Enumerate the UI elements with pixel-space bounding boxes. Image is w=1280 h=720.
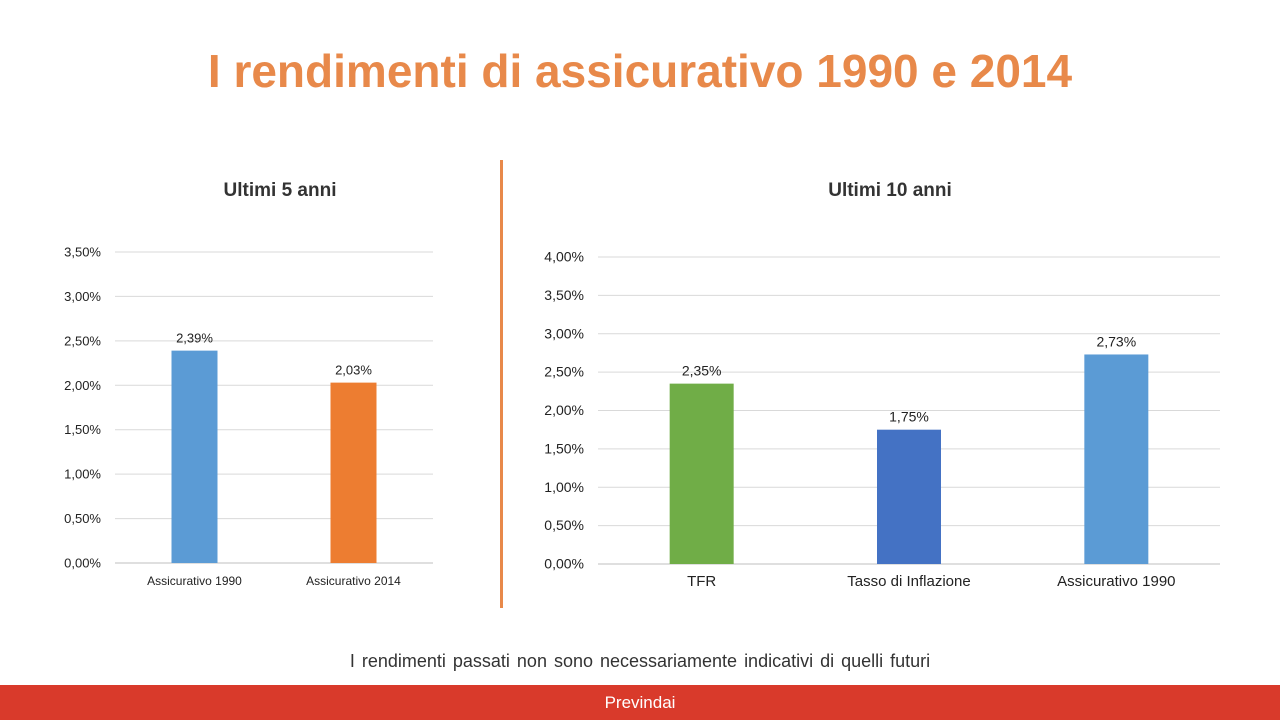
chart-5yr-ytick-label: 0,00% <box>64 556 101 571</box>
chart-10yr-ytick-label: 1,50% <box>544 440 584 456</box>
chart-5yr-ytick-label: 1,50% <box>64 422 101 437</box>
chart-5yr-ytick-label: 3,00% <box>64 289 101 304</box>
chart-10yr-bar <box>1084 354 1149 564</box>
chart-10yr-category-label: Tasso di Inflazione <box>847 573 970 590</box>
chart-10yr-bar <box>669 383 734 564</box>
chart-5yr-ytick-label: 2,00% <box>64 378 101 393</box>
chart-10yr-data-label: 1,75% <box>889 409 929 425</box>
chart-10yr-ytick-label: 0,50% <box>544 517 584 533</box>
chart-divider <box>500 160 503 608</box>
chart-5yr-ytick-label: 0,50% <box>64 511 101 526</box>
chart-10yr-ytick-label: 2,00% <box>544 402 584 418</box>
footer-bar: Previndai <box>0 685 1280 720</box>
chart-10yr-ytick-label: 1,00% <box>544 479 584 495</box>
chart-10yr-category-label: TFR <box>687 573 716 590</box>
chart-5yr-category-label: Assicurativo 2014 <box>306 574 401 588</box>
chart-5yr-bar <box>171 350 218 563</box>
chart-5yr-ytick-label: 1,00% <box>64 467 101 482</box>
chart-5yr-ytick-label: 2,50% <box>64 333 101 348</box>
chart-10yr-ytick-label: 0,00% <box>544 556 584 572</box>
footer-brand: Previndai <box>604 693 676 712</box>
chart-10yr-data-label: 2,35% <box>682 363 722 379</box>
chart-10yr-bar <box>877 429 941 564</box>
chart-5yr-data-label: 2,03% <box>335 363 372 378</box>
chart-5yr-ytick-label: 3,50% <box>64 245 101 260</box>
disclaimer-footnote: I rendimenti passati non sono necessaria… <box>349 651 931 671</box>
chart-10yr-category-label: Assicurativo 1990 <box>1057 573 1175 590</box>
chart-5yr-data-label: 2,39% <box>176 331 213 346</box>
chart-10yr-title: Ultimi 10 anni <box>828 180 952 201</box>
chart-10yr-ytick-label: 4,00% <box>544 249 584 265</box>
page-title: I rendimenti di assicurativo 1990 e 2014 <box>207 45 1073 97</box>
chart-5yr-bar <box>330 382 377 563</box>
chart-10yr-ytick-label: 3,50% <box>544 287 584 303</box>
chart-10yr-data-label: 2,73% <box>1096 333 1136 349</box>
chart-5yr-title: Ultimi 5 anni <box>223 180 337 201</box>
chart-10yr-ytick-label: 2,50% <box>544 364 584 380</box>
chart-10yr-ytick-label: 3,00% <box>544 325 584 341</box>
chart-5yr-category-label: Assicurativo 1990 <box>147 574 242 588</box>
